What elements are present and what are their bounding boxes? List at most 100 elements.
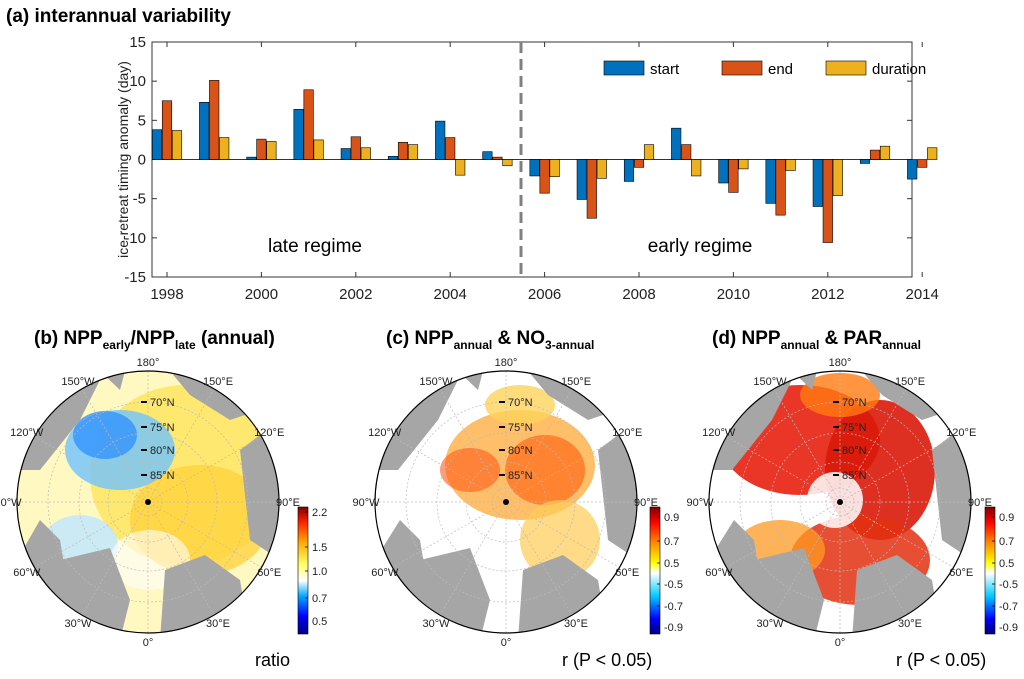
colorbar-c bbox=[649, 506, 661, 635]
legend-label-end: end bbox=[768, 61, 793, 78]
map-d-lat-label: 70°N bbox=[842, 397, 867, 409]
y-tick-label: 5 bbox=[138, 112, 146, 129]
colorbar-d-tick-label: 0.9 bbox=[999, 512, 1014, 524]
map-c-lon-label: 120°E bbox=[612, 427, 642, 439]
bar-start-2005 bbox=[482, 151, 493, 160]
colorbar-d-tick-label: -0.7 bbox=[999, 601, 1018, 613]
bar-end-1999 bbox=[209, 80, 220, 160]
x-tick-label: 2012 bbox=[811, 286, 844, 303]
y-tick-label: 15 bbox=[129, 34, 146, 51]
colorbar-c-tick-label: -0.7 bbox=[664, 601, 683, 613]
colorbar-d-tick-label: -0.9 bbox=[999, 622, 1018, 634]
map-d-lon-label: 120°W bbox=[702, 427, 736, 439]
map-b-lat-label: 70°N bbox=[150, 397, 175, 409]
bar-start-2011 bbox=[765, 159, 776, 204]
bar-duration-1998 bbox=[171, 130, 183, 160]
y-tick-label: -5 bbox=[133, 191, 146, 208]
map-c-lon-label: 150°W bbox=[419, 376, 453, 388]
map-b bbox=[16, 370, 280, 634]
map-b-lat-label: 85°N bbox=[150, 470, 175, 482]
map-d-lon-label: 150°W bbox=[753, 376, 787, 388]
x-tick-label: 2010 bbox=[717, 286, 750, 303]
colorbar-b-tick-label: 1.0 bbox=[312, 566, 327, 578]
map-d-lon-label: 150°E bbox=[895, 376, 925, 388]
bar-start-2010 bbox=[718, 159, 729, 184]
bar-start-1999 bbox=[199, 102, 210, 160]
bar-duration-2003 bbox=[407, 144, 419, 160]
bar-duration-1999 bbox=[219, 137, 230, 160]
colorbar-d-tick-label: 0.7 bbox=[999, 536, 1014, 548]
bar-end-2008 bbox=[633, 159, 645, 168]
colorbar-c-tick-label: 0.7 bbox=[664, 536, 679, 548]
map-b-lon-label: 150°E bbox=[203, 376, 233, 388]
bar-start-2001 bbox=[293, 109, 304, 160]
bar-end-2000 bbox=[256, 138, 267, 160]
map-d-lon-label: 90°W bbox=[686, 497, 714, 509]
bar-duration-2010 bbox=[738, 159, 749, 170]
bar-duration-2008 bbox=[643, 144, 655, 160]
bar-end-2011 bbox=[775, 159, 786, 216]
colorbar-b-tick-label: 2.2 bbox=[312, 507, 327, 519]
bar-start-2003 bbox=[387, 156, 399, 160]
x-tick-label: 2008 bbox=[622, 286, 655, 303]
legend-swatch-duration bbox=[825, 60, 867, 76]
map-c-lat-label: 80°N bbox=[508, 445, 533, 457]
bar-start-2006 bbox=[529, 159, 540, 177]
bar-chart-a: -15 -10 -5 0 5 10 15 1998 2000 2002 2004 2006 2008 20… bbox=[115, 34, 939, 303]
map-b-lon-label: 150°W bbox=[61, 376, 95, 388]
map-c-lon-label: 90°W bbox=[352, 497, 380, 509]
bar-duration-2012 bbox=[832, 159, 843, 196]
map-d-lon-label: 180° bbox=[829, 357, 852, 369]
y-tick-label: 10 bbox=[129, 73, 146, 90]
bar-end-2002 bbox=[350, 136, 361, 160]
map-b-lon-label: 90°E bbox=[276, 497, 300, 509]
map-d-lon-label: 30°W bbox=[756, 618, 784, 630]
map-b-lon-label: 60°E bbox=[257, 567, 281, 579]
map-c-lon-label: 30°W bbox=[422, 618, 450, 630]
bar-duration-2007 bbox=[596, 159, 607, 179]
bar-start-2008 bbox=[623, 159, 635, 182]
colorbar-c-tick-label: -0.5 bbox=[664, 579, 683, 591]
map-c-lon-label: 60°E bbox=[615, 567, 639, 579]
map-c-lon-label: 120°W bbox=[368, 427, 402, 439]
map-d-lon-label: 90°E bbox=[968, 497, 992, 509]
map-graticule-labels: 180° 150°E 120°E 90°E 60°E 30°E 0° 30°W 60°W 90°W… bbox=[0, 357, 992, 649]
colorbar-b-label: ratio bbox=[255, 650, 290, 670]
y-axis-label: ice-retreat timing anomaly (day) bbox=[115, 61, 131, 258]
map-d-lat-label: 85°N bbox=[842, 470, 867, 482]
colorbar-d-tick-label: 0.5 bbox=[999, 558, 1014, 570]
panel-b-title: (b) NPPearly/NPPlate (annual) bbox=[34, 328, 275, 352]
map-c-lon-label: 60°W bbox=[371, 567, 399, 579]
colorbar-c-tick-label: 0.5 bbox=[664, 558, 679, 570]
panel-d-title: (d) NPPannual & PARannual bbox=[712, 328, 921, 352]
bar-start-2004 bbox=[435, 120, 446, 160]
map-c bbox=[374, 370, 638, 634]
bar-end-2006 bbox=[539, 159, 550, 194]
bar-end-2004 bbox=[445, 137, 456, 160]
x-tick-label: 2002 bbox=[339, 286, 372, 303]
colorbar-b bbox=[297, 506, 309, 635]
bar-start-2012 bbox=[812, 159, 823, 207]
x-tick-label: 1998 bbox=[150, 286, 183, 303]
bar-duration-2002 bbox=[360, 147, 371, 160]
map-b-lon-label: 90°W bbox=[0, 497, 22, 509]
bar-duration-2004 bbox=[455, 159, 466, 176]
map-c-lon-label: 90°E bbox=[634, 497, 658, 509]
legend-swatch-start bbox=[603, 60, 645, 76]
map-b-lon-label: 0° bbox=[143, 637, 154, 649]
bar-duration-2013 bbox=[879, 145, 891, 160]
legend-label-start: start bbox=[650, 61, 680, 78]
colorbar-ticks: 2.2 1.5 1.0 0.7 0.5 0.9 0.7 0.5 -0.5 -0.7 -0.9 0.9 0… bbox=[305, 507, 1018, 634]
x-tick-label: 2000 bbox=[245, 286, 278, 303]
bar-end-2005 bbox=[492, 156, 503, 160]
bar-duration-2001 bbox=[313, 139, 324, 160]
bar-end-2014 bbox=[917, 159, 928, 168]
map-c-lat-label: 85°N bbox=[508, 470, 533, 482]
bar-end-2010 bbox=[728, 159, 739, 193]
colorbar-d bbox=[984, 506, 996, 635]
bar-duration-2014 bbox=[927, 147, 938, 160]
bar-duration-2011 bbox=[785, 159, 796, 171]
map-c-lon-label: 180° bbox=[495, 357, 518, 369]
map-d-lon-label: 0° bbox=[835, 637, 846, 649]
